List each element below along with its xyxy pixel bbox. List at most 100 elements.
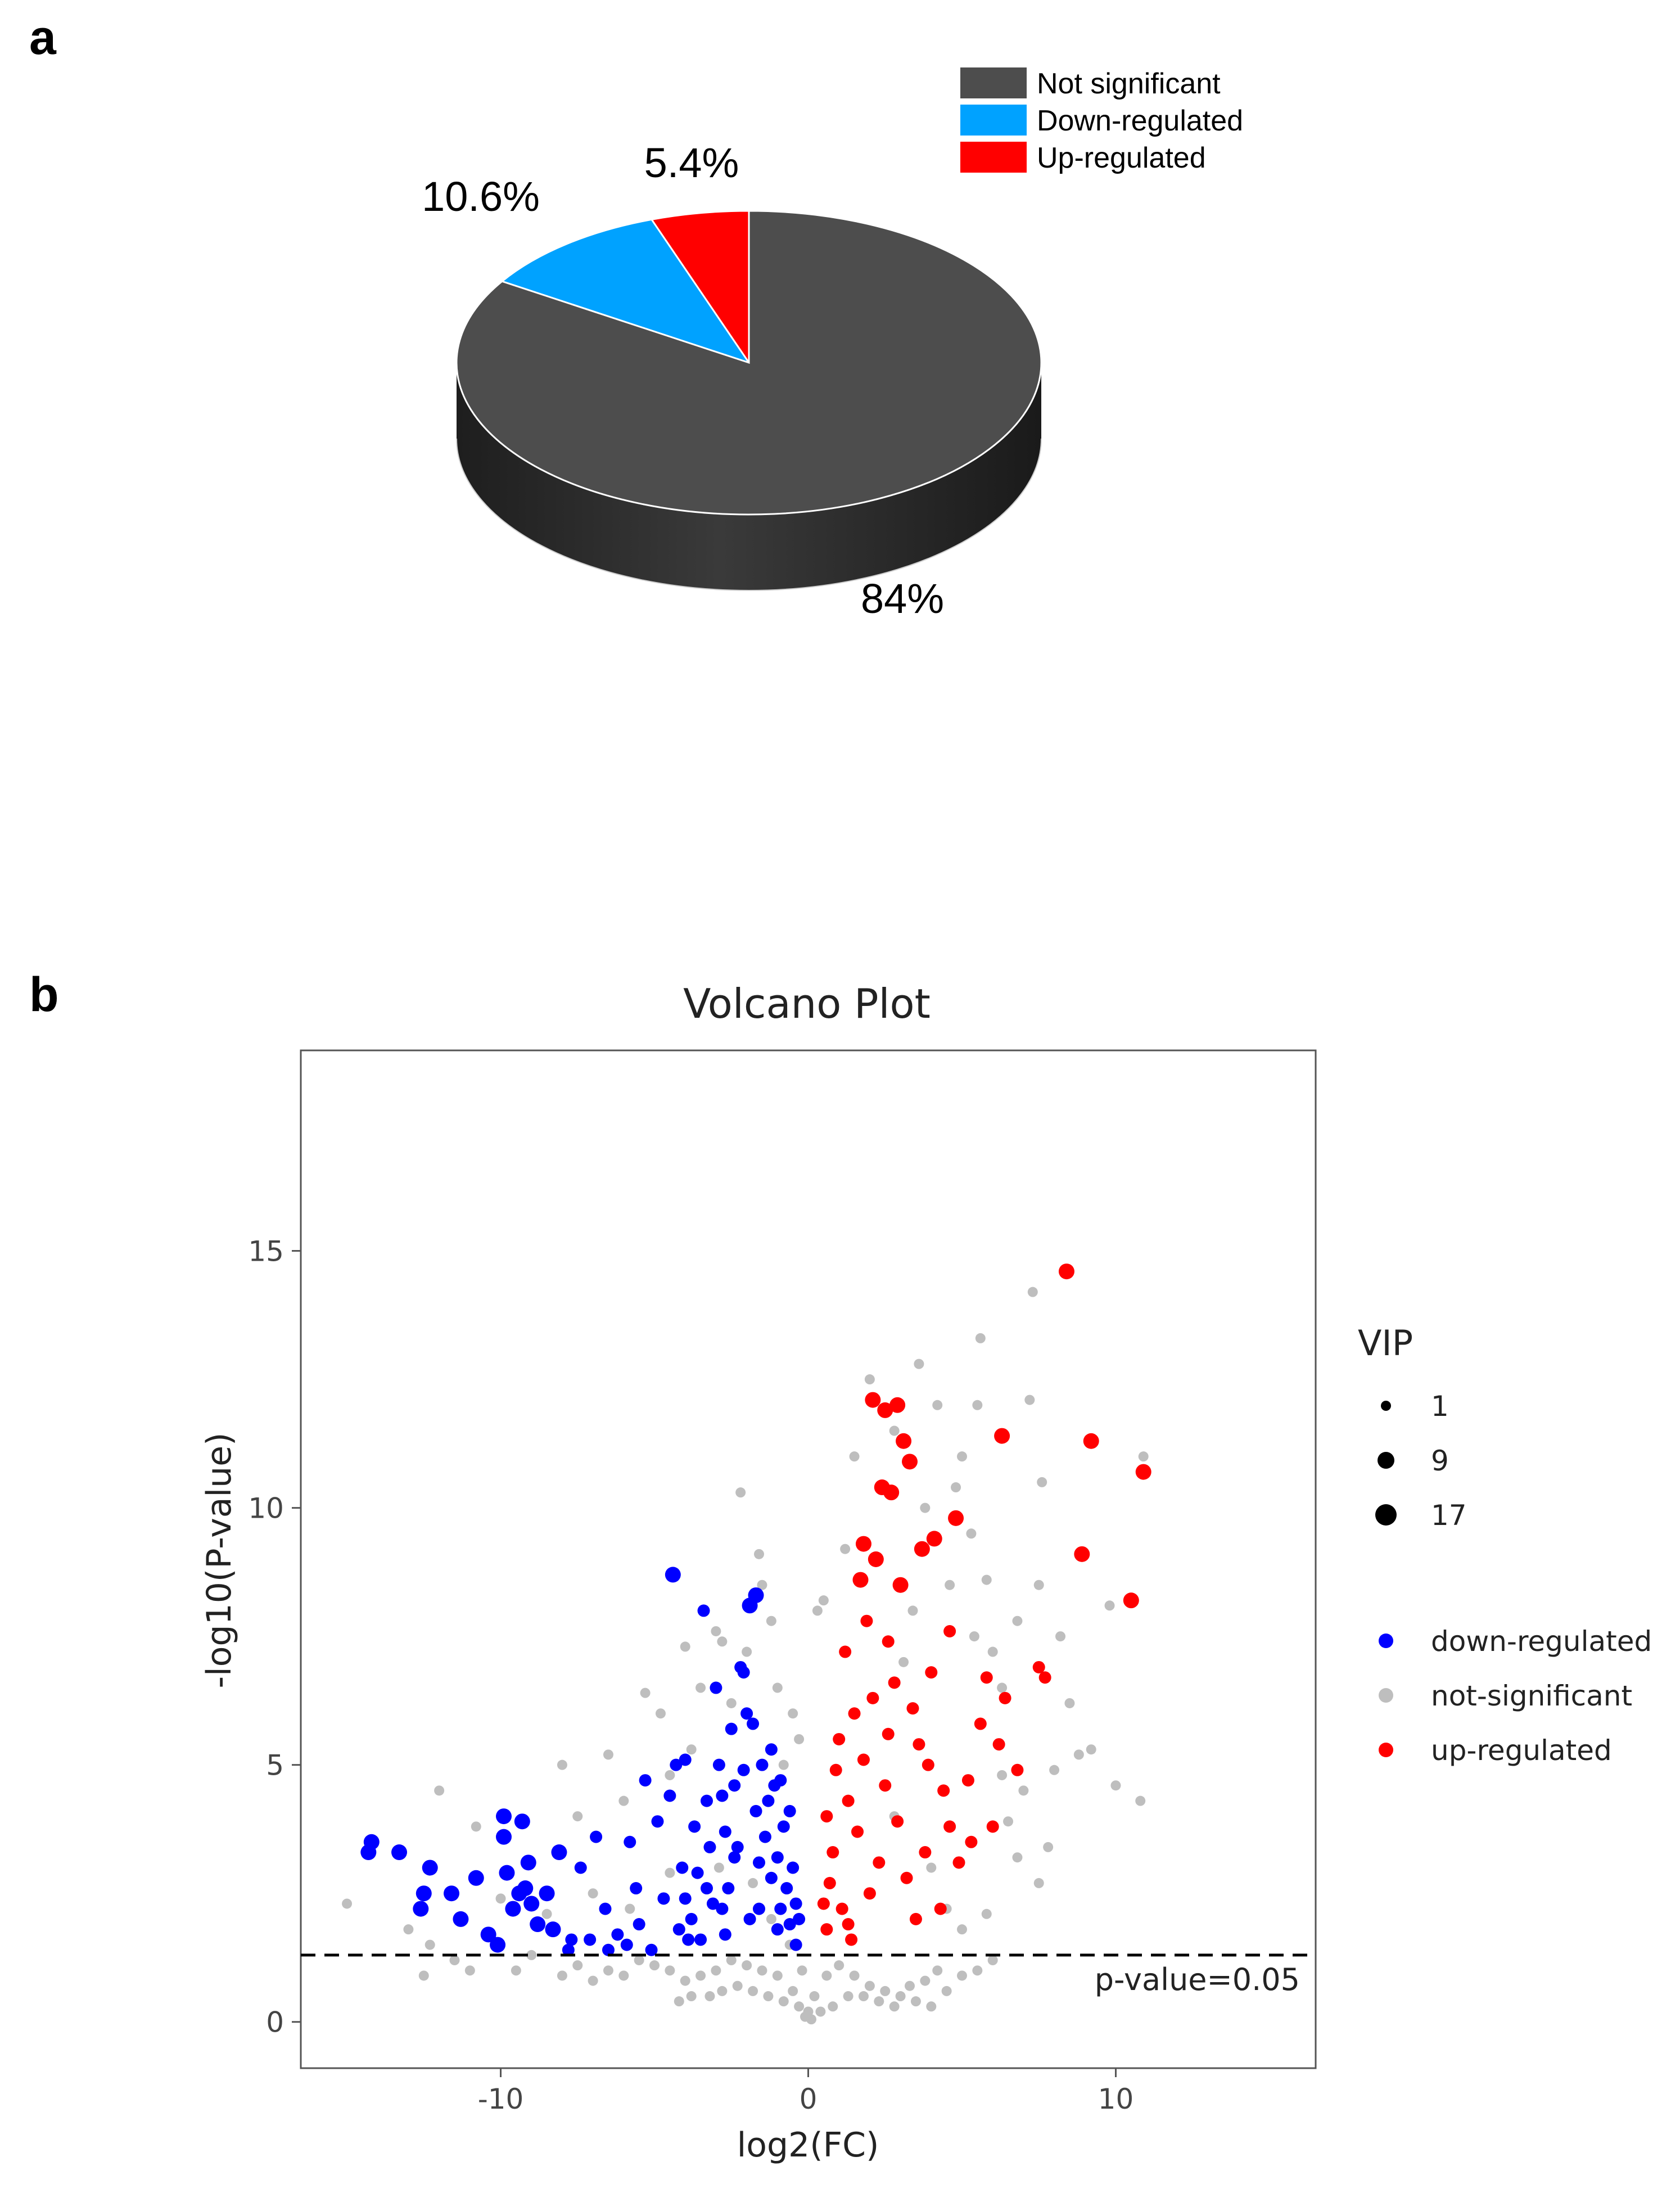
point-not-significant: [665, 1770, 675, 1780]
volcano-plot: Volcano Plot p-value=0.05 -10 0 10 051015 …: [200, 980, 1652, 2165]
point-not-significant: [603, 1749, 613, 1760]
point-not-significant: [1055, 1631, 1066, 1642]
point-down-regulated: [416, 1885, 432, 1902]
pie-legend: Not significant Down-regulated Up-regulate…: [960, 67, 1243, 174]
point-up-regulated: [919, 1846, 932, 1859]
point-up-regulated: [857, 1753, 870, 1766]
point-up-regulated: [874, 1479, 890, 1496]
point-not-significant: [649, 1960, 660, 1971]
legend-label-not-significant: Not significant: [1037, 67, 1221, 100]
color-legend-dot: [1379, 1743, 1393, 1757]
y-tick-label: 15: [248, 1235, 284, 1268]
vip-legend-title: VIP: [1358, 1323, 1413, 1364]
point-down-regulated: [688, 1820, 701, 1833]
point-not-significant: [434, 1785, 445, 1796]
point-down-regulated: [633, 1918, 645, 1931]
point-not-significant: [748, 1986, 758, 1996]
point-not-significant: [1018, 1785, 1029, 1796]
vip-legend-label: 17: [1431, 1499, 1467, 1532]
point-up-regulated: [860, 1614, 873, 1627]
point-not-significant: [956, 1924, 967, 1935]
point-not-significant: [618, 1795, 629, 1806]
point-not-significant: [956, 1451, 967, 1462]
pie-rim: [456, 210, 1042, 515]
point-up-regulated: [906, 1702, 919, 1715]
x-axis-ticks: -10 0 10: [478, 2068, 1133, 2115]
point-down-regulated: [496, 1808, 512, 1825]
point-not-significant: [864, 1980, 875, 1991]
threshold-label: p-value=0.05: [1095, 1962, 1300, 1997]
point-not-significant: [735, 1487, 746, 1498]
point-not-significant: [748, 1878, 758, 1888]
point-not-significant: [1086, 1744, 1096, 1755]
point-not-significant: [874, 1996, 884, 2007]
point-down-regulated: [422, 1860, 438, 1876]
point-up-regulated: [926, 1531, 942, 1547]
point-down-regulated: [539, 1885, 555, 1902]
point-down-regulated: [360, 1844, 377, 1861]
point-up-regulated: [943, 1820, 956, 1833]
point-up-regulated: [974, 1717, 987, 1730]
point-not-significant: [1110, 1780, 1121, 1791]
point-up-regulated: [842, 1794, 855, 1807]
point-down-regulated: [551, 1844, 567, 1861]
point-not-significant: [763, 1991, 774, 2002]
point-up-regulated: [994, 1428, 1010, 1444]
point-not-significant: [766, 1914, 776, 1924]
point-not-significant: [818, 1595, 829, 1606]
point-not-significant: [987, 1646, 998, 1657]
color-legend-dot: [1379, 1634, 1393, 1648]
point-not-significant: [864, 1374, 875, 1385]
point-not-significant: [849, 1451, 860, 1462]
point-not-significant: [932, 1965, 943, 1976]
point-not-significant: [1012, 1616, 1023, 1626]
point-up-regulated: [1123, 1592, 1139, 1609]
point-not-significant: [495, 1893, 506, 1904]
point-not-significant: [907, 1605, 918, 1616]
point-up-regulated: [852, 1572, 869, 1588]
chart-title: Volcano Plot: [683, 980, 931, 1027]
point-up-regulated: [934, 1902, 947, 1915]
point-not-significant: [625, 1903, 635, 1914]
point-not-significant: [905, 1980, 915, 1991]
point-up-regulated: [839, 1645, 852, 1658]
point-down-regulated: [520, 1854, 536, 1871]
point-up-regulated: [909, 1912, 922, 1925]
point-up-regulated: [845, 1933, 858, 1946]
pie-top-face: [455, 210, 1042, 516]
point-down-regulated: [706, 1897, 719, 1910]
point-up-regulated: [882, 1635, 895, 1648]
point-not-significant: [342, 1898, 353, 1909]
point-down-regulated: [676, 1861, 689, 1874]
point-down-regulated: [685, 1912, 698, 1925]
pie-side-face: [457, 363, 1041, 590]
point-down-regulated: [496, 1829, 512, 1845]
point-not-significant: [471, 1821, 481, 1832]
point-down-regulated: [663, 1789, 676, 1802]
point-not-significant: [726, 1955, 737, 1966]
point-not-significant: [1027, 1287, 1038, 1297]
x-tick-label: 0: [800, 2083, 818, 2115]
point-not-significant: [717, 1636, 728, 1647]
point-up-regulated: [943, 1625, 956, 1637]
point-down-regulated: [737, 1666, 750, 1679]
point-down-regulated: [756, 1758, 769, 1771]
point-down-regulated: [679, 1753, 692, 1766]
point-down-regulated: [505, 1901, 521, 1917]
point-down-regulated: [444, 1885, 460, 1902]
pie-chart: 5.4% 10.6% 84% Not significant Down-regulat…: [422, 67, 1243, 622]
point-not-significant: [742, 1960, 752, 1971]
point-not-significant: [834, 1960, 844, 1971]
point-not-significant: [932, 1400, 943, 1410]
point-not-significant: [742, 1646, 752, 1657]
point-down-regulated: [703, 1840, 716, 1853]
point-not-significant: [753, 1549, 764, 1559]
point-not-significant: [1073, 1749, 1084, 1760]
point-not-significant: [640, 1687, 651, 1698]
point-not-significant: [464, 1965, 475, 1976]
point-up-regulated: [842, 1918, 855, 1931]
point-not-significant: [880, 1986, 891, 1996]
point-not-significant: [966, 1528, 977, 1539]
point-down-regulated: [701, 1882, 713, 1895]
point-down-regulated: [774, 1902, 787, 1915]
